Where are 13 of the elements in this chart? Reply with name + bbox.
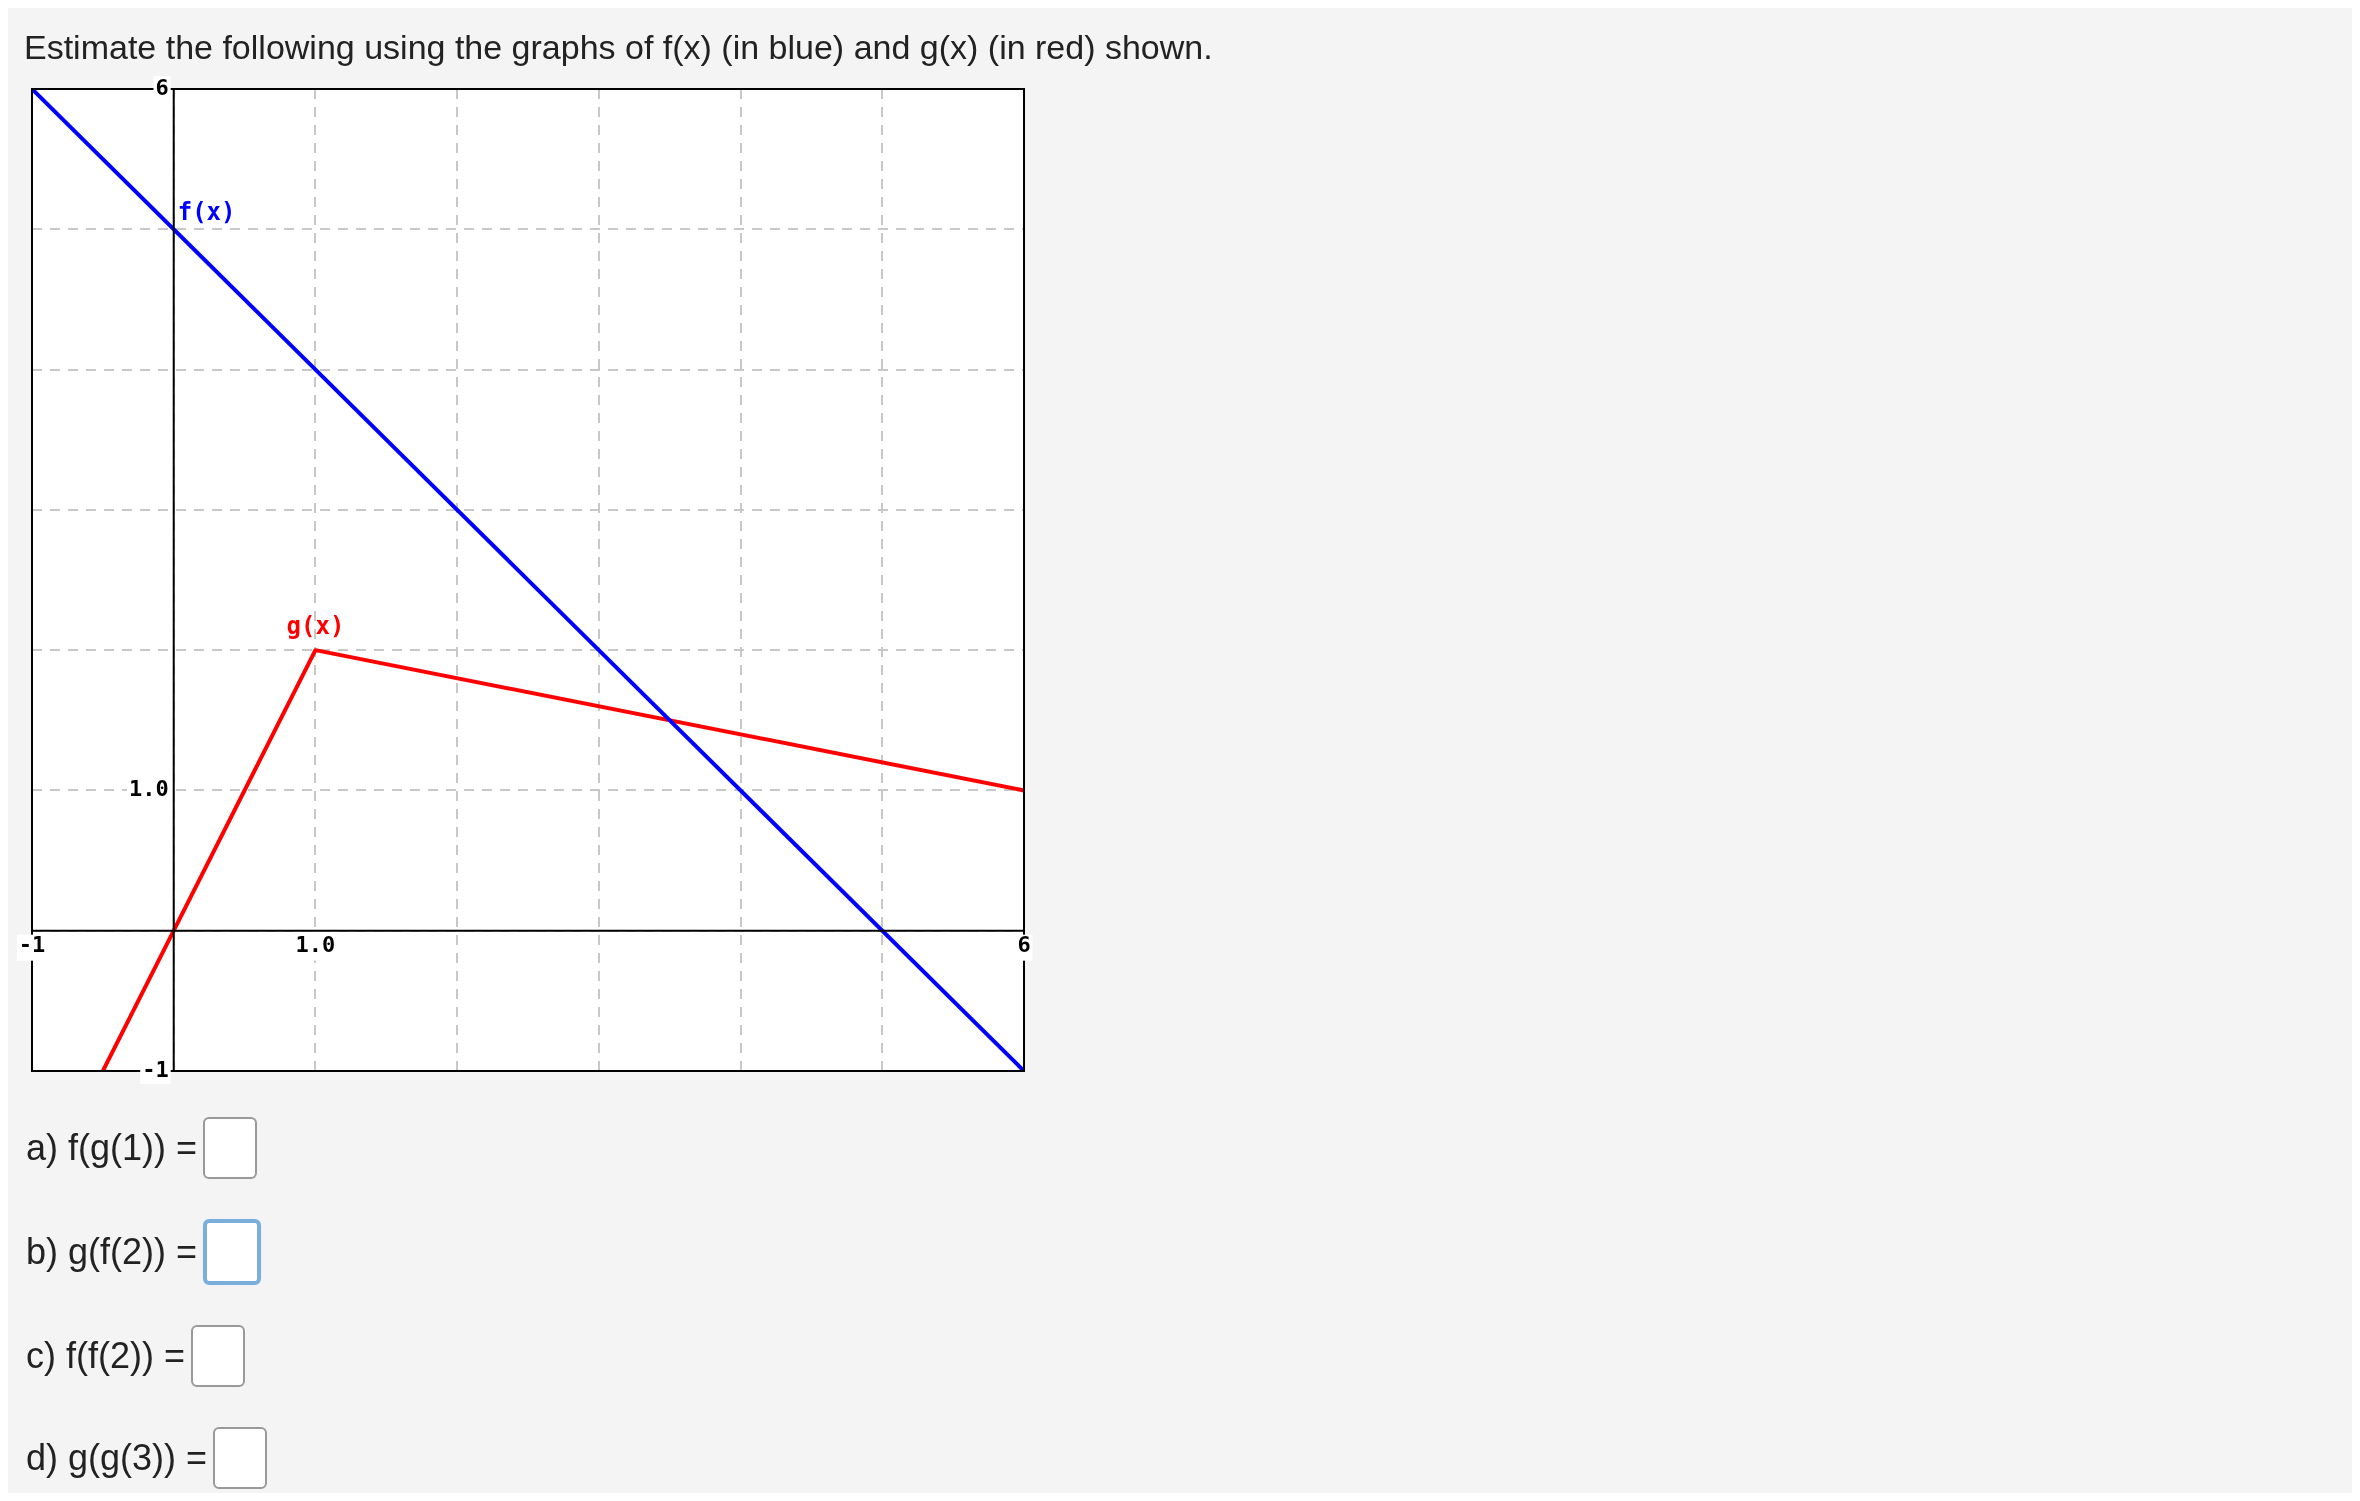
text: a) f(g(1)) =: [26, 1127, 198, 1169]
y-tick-label: 6: [155, 74, 169, 100]
text: d) g(g(3)) =: [26, 1437, 208, 1479]
series-label: g(x): [286, 612, 345, 641]
x-tick-label: 6: [1017, 932, 1031, 958]
y-tick-label: -1: [142, 1056, 169, 1082]
chart-title: Estimate the following using the graphs of f(x) (in blue) and g(x) (in red) shown.: [23, 27, 1214, 68]
x-tick-label: 1.0: [295, 932, 336, 958]
x-tick-label: -1: [18, 932, 46, 958]
y-tick-label: 1.0: [128, 776, 169, 802]
series-label: f(x): [177, 197, 236, 226]
text: c) f(f(2)) =: [26, 1335, 185, 1377]
text: b) g(f(2)) =: [26, 1231, 198, 1273]
